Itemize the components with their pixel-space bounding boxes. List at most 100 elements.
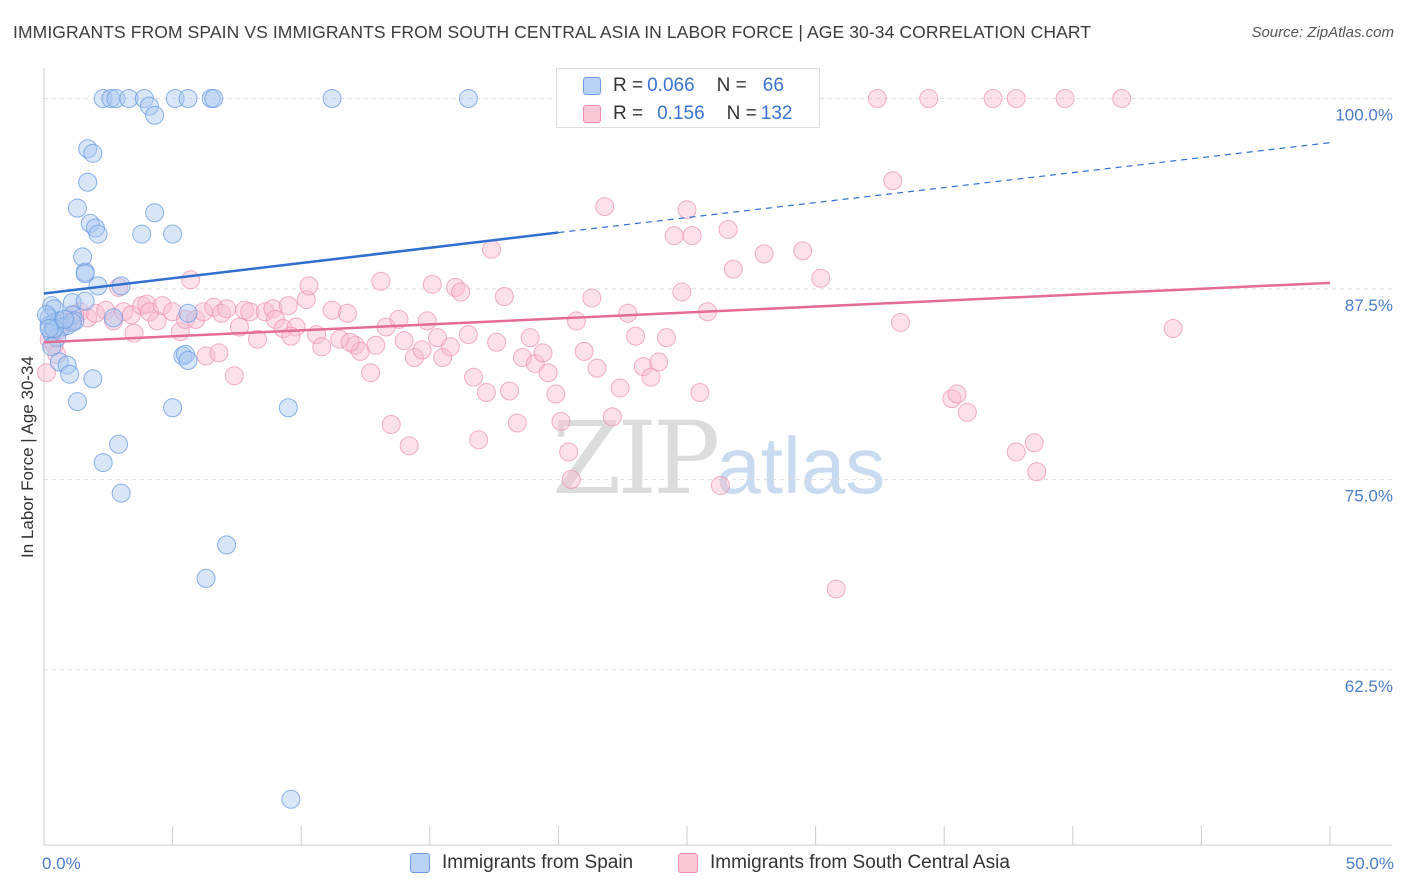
blue-point <box>217 535 237 555</box>
pink-point <box>566 311 586 331</box>
blue-point <box>55 309 75 329</box>
pink-point <box>754 244 774 264</box>
pink-point <box>1112 88 1132 108</box>
y-axis-label: In Labor Force | Age 30-34 <box>18 356 37 558</box>
pink-point <box>224 366 244 386</box>
blue-point <box>204 88 224 108</box>
pink-point <box>464 367 484 387</box>
pink-point <box>114 302 134 322</box>
pink-point <box>983 88 1003 108</box>
legend-r-label: R = <box>613 103 644 124</box>
pink-point <box>633 357 653 377</box>
pink-point <box>399 436 419 456</box>
pink-point <box>641 367 661 387</box>
blue-point <box>145 203 165 223</box>
blue-point <box>111 483 131 503</box>
pink-point <box>587 358 607 378</box>
pink-point <box>482 239 502 259</box>
blue-point <box>322 88 342 108</box>
x-tick-label: 0.0% <box>42 854 81 873</box>
blue-point <box>458 88 478 108</box>
y-tick-label: 62.5% <box>1345 677 1393 696</box>
pink-point <box>404 347 424 367</box>
pink-point <box>361 363 381 383</box>
pink-point <box>345 335 365 355</box>
blue-point <box>83 369 103 389</box>
pink-point <box>656 328 676 348</box>
pink-point <box>422 274 442 294</box>
y-tick-label: 100.0% <box>1335 105 1393 124</box>
pink-point <box>826 579 846 599</box>
blue-point <box>42 296 62 316</box>
blue-point <box>60 364 80 384</box>
pink-point <box>610 378 630 398</box>
pink-point <box>582 288 602 308</box>
pink-point <box>247 329 267 349</box>
pink-point <box>1006 88 1026 108</box>
pink-point <box>458 325 478 345</box>
pink-point <box>389 309 409 329</box>
pink-point <box>487 332 507 352</box>
blue-point <box>132 224 152 244</box>
pink-point <box>394 331 414 351</box>
pink-point <box>618 303 638 323</box>
blue-point <box>119 88 139 108</box>
pink-point <box>718 219 738 239</box>
blue-point <box>163 224 183 244</box>
blue-point <box>75 291 95 311</box>
pink-point <box>147 311 167 331</box>
pink-point <box>525 354 545 374</box>
pink-point <box>947 384 967 404</box>
series-legend: Immigrants from Spain Immigrants from So… <box>0 852 1406 878</box>
pink-point <box>649 352 669 372</box>
pink-point <box>690 383 710 403</box>
blue-point <box>93 453 113 473</box>
blue-point <box>178 303 198 323</box>
blue-point <box>278 398 298 418</box>
pink-point <box>520 328 540 348</box>
blue-point <box>83 143 103 163</box>
pink-point <box>559 442 579 462</box>
stats-legend: R = 0.066 N = 66 R = 0.156 N = 132 <box>556 68 820 128</box>
blue-point <box>139 96 159 116</box>
pink-point <box>723 259 743 279</box>
blue-point <box>178 351 198 371</box>
blue-point <box>67 392 87 412</box>
legend-row-asia: R = 0.156 N = 132 <box>583 102 792 126</box>
pink-point <box>337 303 357 323</box>
pink-point <box>500 381 520 401</box>
pink-point <box>476 383 496 403</box>
pink-point <box>919 88 939 108</box>
pink-point <box>538 363 558 383</box>
pink-point <box>255 302 275 322</box>
blue-point <box>49 352 69 372</box>
pink-point <box>507 413 527 433</box>
pink-point <box>340 332 360 352</box>
pink-point <box>533 343 553 363</box>
pink-point <box>371 271 391 291</box>
legend-n-value: 66 <box>762 75 784 96</box>
pink-point <box>196 346 216 366</box>
x-tick-label: 50.0% <box>1346 854 1394 873</box>
blue-point <box>73 247 93 267</box>
pink-point <box>672 282 692 302</box>
pink-point <box>209 343 229 363</box>
pink-point <box>366 335 386 355</box>
legend-n-value: 132 <box>760 103 793 124</box>
pink-point <box>152 296 172 316</box>
series-label-spain: Immigrants from Spain <box>442 852 634 873</box>
series-swatch-blue <box>410 853 430 873</box>
pink-point <box>1163 319 1183 339</box>
pink-point <box>217 299 237 319</box>
pink-point <box>602 407 622 427</box>
pink-point <box>957 402 977 422</box>
blue-trend-line <box>43 231 559 295</box>
blue-point <box>75 264 95 284</box>
pink-point <box>299 276 319 296</box>
pink-point <box>278 296 298 316</box>
blue-point <box>196 568 216 588</box>
series-legend-spain: Immigrants from Spain <box>410 852 633 874</box>
pink-point <box>417 311 437 331</box>
